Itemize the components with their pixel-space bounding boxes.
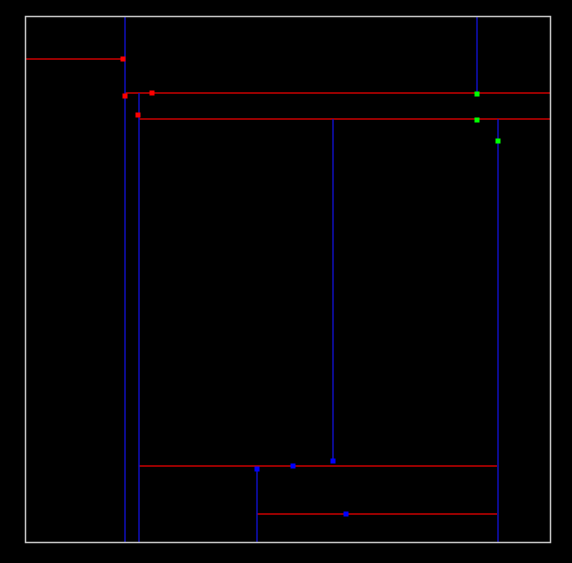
red-node bbox=[135, 112, 141, 118]
blue-node bbox=[290, 463, 296, 469]
red-node bbox=[149, 90, 155, 96]
diagram-frame bbox=[24, 15, 552, 544]
red-nodes bbox=[120, 56, 155, 118]
blue-nodes bbox=[254, 458, 349, 517]
blue-node bbox=[254, 466, 260, 472]
green-node bbox=[474, 91, 480, 97]
green-node bbox=[495, 138, 501, 144]
green-node bbox=[474, 117, 480, 123]
vertical-segments bbox=[124, 17, 499, 543]
red-node bbox=[120, 56, 126, 62]
red-node bbox=[122, 93, 128, 99]
green-nodes bbox=[474, 91, 501, 144]
blue-node bbox=[330, 458, 336, 464]
blue-node bbox=[343, 511, 349, 517]
